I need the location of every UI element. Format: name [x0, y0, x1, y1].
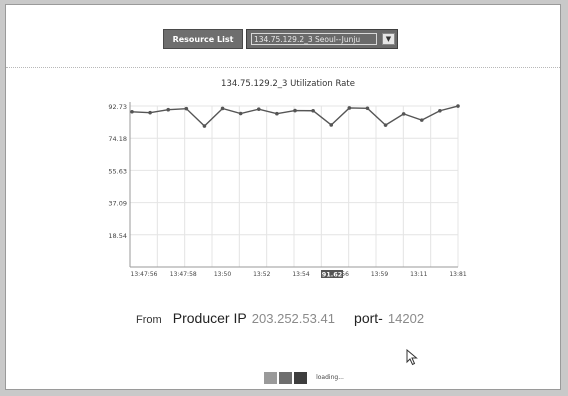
data-point	[275, 111, 279, 116]
data-point	[329, 123, 334, 127]
resource-toolbar: Resource List 134.75.129.2_3 Seoul--Junj…	[6, 5, 560, 68]
data-point	[347, 106, 352, 110]
producer-info: From Producer IP 203.252.53.41 port- 142…	[136, 308, 424, 330]
data-point	[311, 108, 315, 113]
data-point	[220, 106, 225, 111]
data-point	[383, 123, 388, 127]
x-tick-label: 13:47:56	[131, 271, 158, 278]
x-tick-label: 13:52	[253, 271, 270, 278]
x-tick-label: 13:50	[214, 271, 231, 278]
highlight-box	[321, 270, 343, 278]
chart-highlight: 91.62	[321, 270, 343, 279]
data-point	[238, 111, 243, 116]
resource-list-label: Resource List	[163, 29, 243, 49]
data-point	[419, 118, 424, 122]
chart-axes: 92.73 74.18 55.63 37.09 18.54 13:47:56 13:47:5…	[108, 102, 467, 278]
data-point	[184, 106, 189, 111]
resource-select[interactable]: 134.75.129.2_3 Seoul--Junju ▼	[246, 29, 398, 49]
chart-grid	[129, 105, 459, 267]
chart-series	[130, 104, 460, 128]
utilization-chart: 134.75.129.2_3 Utilization Rate 92.73 74.…	[108, 79, 467, 279]
x-tick-label: 13:11	[410, 271, 427, 278]
data-point	[365, 106, 370, 111]
port-value: 14202	[387, 311, 425, 326]
data-point	[456, 104, 460, 108]
y-tick-label: 55.63	[108, 167, 127, 175]
y-tick-label: 74.18	[108, 135, 127, 143]
x-tick-label: 13:59	[371, 271, 388, 278]
loading-indicator: loading...	[264, 367, 344, 384]
data-point	[148, 110, 152, 115]
data-point	[130, 109, 134, 114]
chevron-down-icon[interactable]: ▼	[382, 33, 395, 45]
data-point	[202, 124, 207, 128]
x-tick-label: 13:54	[292, 271, 309, 278]
chart-title: 134.75.129.2_3 Utilization Rate	[221, 79, 355, 89]
y-tick-label: 18.54	[108, 232, 127, 240]
from-label: From	[136, 314, 162, 326]
loading-text: loading...	[316, 374, 344, 381]
data-point	[256, 107, 261, 111]
y-tick-label: 37.09	[108, 200, 127, 208]
y-tick-label: 92.73	[108, 103, 127, 111]
data-point	[401, 112, 406, 116]
resource-monitor-panel: Resource List 134.75.129.2_3 Seoul--Junj…	[5, 4, 561, 390]
producer-ip-label: Producer IP	[172, 310, 247, 326]
highlight-value: 91.62	[322, 271, 343, 279]
loading-block-3	[294, 371, 307, 384]
x-tick-label: 13:81	[449, 271, 466, 278]
x-tick-label: 13:47:58	[170, 271, 197, 278]
data-point	[438, 108, 442, 113]
data-point	[166, 107, 171, 112]
producer-ip-value: 203.252.53.41	[251, 311, 335, 326]
port-label: port-	[354, 310, 383, 326]
resource-select-value[interactable]: 134.75.129.2_3 Seoul--Junju	[251, 33, 377, 45]
mouse-pointer-icon	[406, 349, 418, 366]
loading-block-2	[279, 371, 292, 384]
loading-block-1	[264, 371, 277, 384]
data-point	[293, 108, 297, 113]
